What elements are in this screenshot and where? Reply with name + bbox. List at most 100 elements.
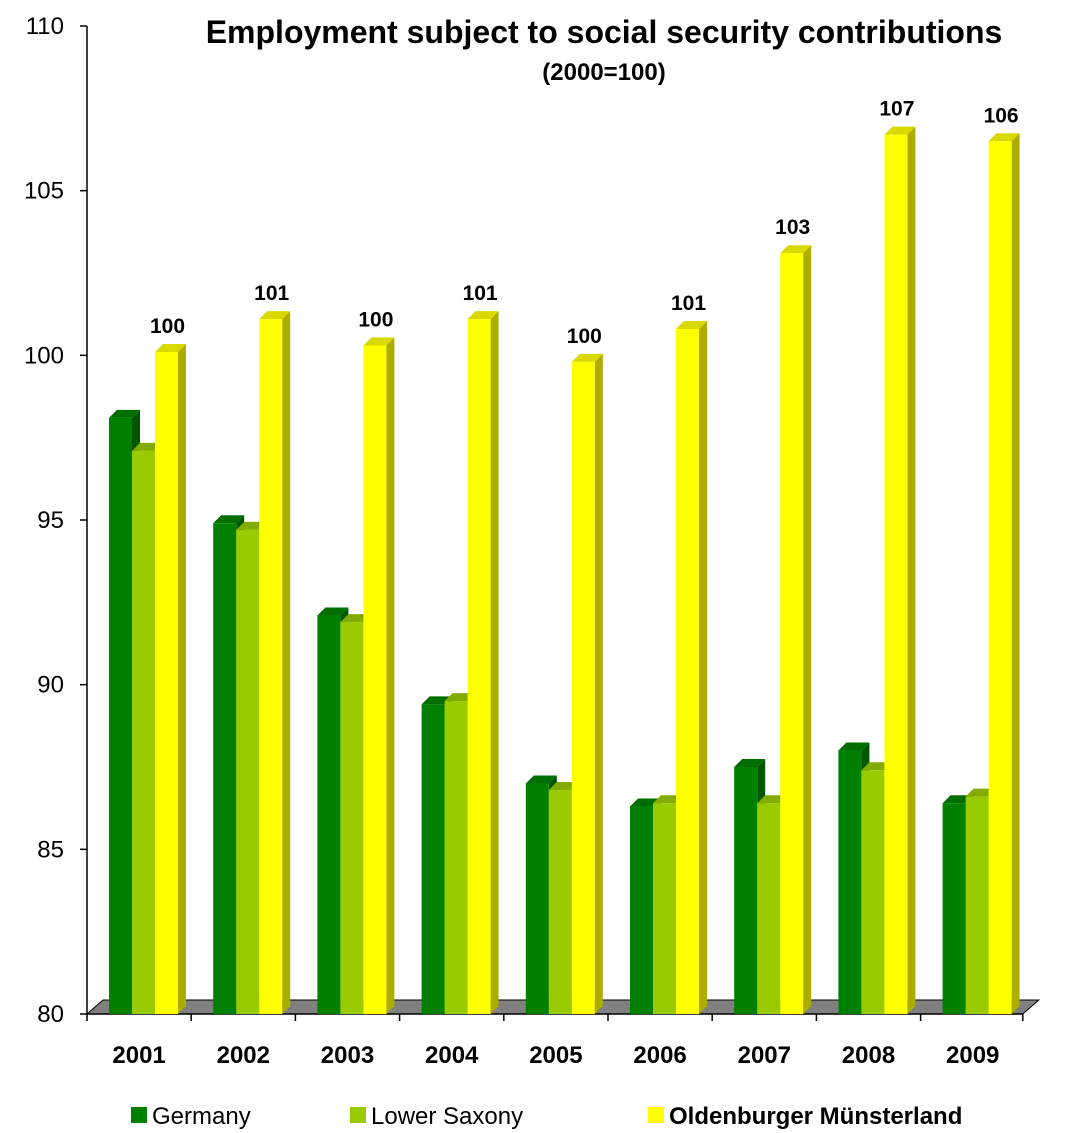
bar-side: [594, 353, 603, 1014]
bar: [988, 133, 1020, 1014]
bar-top: [213, 515, 245, 524]
bar: [676, 320, 707, 1014]
bar-top: [155, 344, 186, 353]
x-tick-label: 2003: [321, 1042, 374, 1069]
bar: [571, 353, 603, 1014]
y-tick-label: 90: [37, 672, 64, 699]
legend-item: Oldenburger Münsterland: [648, 1103, 962, 1130]
bar: [467, 311, 499, 1014]
bar: [884, 126, 916, 1015]
bar-front: [653, 803, 676, 1014]
y-tick-label: 110: [26, 13, 64, 40]
x-tick-label: 2005: [529, 1042, 582, 1069]
legend: Germany Lower Saxony Oldenburger Münsterla…: [131, 1103, 962, 1130]
bar-front: [236, 529, 260, 1014]
bar-front: [259, 319, 283, 1014]
data-label: 103: [775, 216, 810, 239]
bar-front: [676, 328, 699, 1014]
bar-front: [548, 790, 572, 1014]
bar-top: [109, 409, 140, 418]
bar-side: [386, 337, 395, 1014]
bar-front: [421, 704, 445, 1014]
bar-front: [838, 750, 862, 1014]
legend-swatch: [350, 1107, 366, 1123]
bar-side: [907, 126, 916, 1015]
y-tick-label: 80: [37, 1001, 64, 1028]
bar-side: [699, 320, 707, 1014]
chart-subtitle: (2000=100): [542, 59, 665, 86]
bar: [155, 344, 186, 1014]
bar-front: [467, 319, 491, 1014]
bar-top: [676, 320, 707, 329]
bar-front: [734, 767, 758, 1014]
bar-front: [132, 450, 155, 1015]
legend-item: Lower Saxony: [350, 1103, 523, 1130]
bar-top: [259, 311, 291, 320]
y-tick-label: 85: [37, 836, 64, 863]
bar-front: [363, 345, 387, 1014]
chart-title: Employment subject to social security co…: [206, 14, 1003, 50]
x-tick-label: 2001: [112, 1042, 165, 1069]
data-label: 101: [671, 292, 706, 315]
bar-top: [780, 245, 812, 254]
bar-front: [109, 417, 132, 1014]
x-tick-label: 2004: [425, 1042, 479, 1069]
bar-top: [363, 337, 395, 346]
bar-front: [340, 622, 364, 1014]
bar-top: [988, 133, 1020, 142]
data-label: 100: [150, 315, 185, 338]
legend-label: Germany: [152, 1103, 251, 1130]
bar-side: [178, 344, 186, 1014]
bar-front: [571, 361, 595, 1014]
bar-top: [571, 353, 603, 362]
bar-top: [884, 126, 916, 135]
bar-front: [942, 803, 966, 1014]
bar-front: [965, 796, 989, 1014]
bar-side: [490, 311, 499, 1014]
bar-side: [1011, 133, 1020, 1014]
legend-swatch: [648, 1107, 664, 1123]
axes: 80 85 90 95 100 105 110 2001 2002 2003 2004 2005 200…: [24, 13, 1024, 1069]
bar-front: [525, 783, 549, 1014]
bar: [780, 245, 812, 1015]
bar-side: [803, 245, 812, 1015]
bar-front: [757, 803, 781, 1014]
x-tick-label: 2009: [946, 1042, 999, 1069]
bar-side: [282, 311, 291, 1014]
bar-front: [444, 701, 468, 1014]
legend-label: Oldenburger Münsterland: [669, 1103, 962, 1130]
y-tick-label: 105: [24, 178, 64, 205]
bar-series: [109, 126, 1020, 1015]
data-label: 106: [984, 104, 1019, 127]
data-label: 107: [879, 98, 914, 121]
bar-top: [525, 775, 557, 784]
bar-front: [861, 770, 885, 1014]
bar-front: [317, 615, 341, 1014]
x-tick-label: 2006: [633, 1042, 686, 1069]
bar-front: [988, 141, 1012, 1014]
bar: [259, 311, 291, 1014]
legend-swatch: [131, 1107, 147, 1123]
data-labels: 100 101 100 101 100 101 103 107 106: [150, 98, 1019, 348]
y-tick-label: 95: [37, 507, 64, 534]
data-label: 100: [567, 325, 602, 348]
legend-item: Germany: [131, 1103, 251, 1130]
bar-front: [780, 253, 804, 1015]
x-tick-label: 2008: [842, 1042, 895, 1069]
data-label: 100: [358, 308, 393, 331]
x-tick-label: 2007: [738, 1042, 791, 1069]
bar: [363, 337, 395, 1014]
x-tick-label: 2002: [217, 1042, 270, 1069]
bar-top: [467, 311, 499, 320]
y-tick-label: 100: [24, 342, 64, 369]
bar-top: [838, 742, 870, 751]
data-label: 101: [463, 282, 498, 305]
bar-front: [630, 806, 653, 1014]
bar-top: [317, 607, 349, 616]
legend-label: Lower Saxony: [371, 1103, 523, 1130]
bar-front: [213, 523, 237, 1014]
bar-front: [155, 352, 178, 1014]
bar-top: [734, 759, 766, 767]
bar-front: [884, 134, 908, 1014]
